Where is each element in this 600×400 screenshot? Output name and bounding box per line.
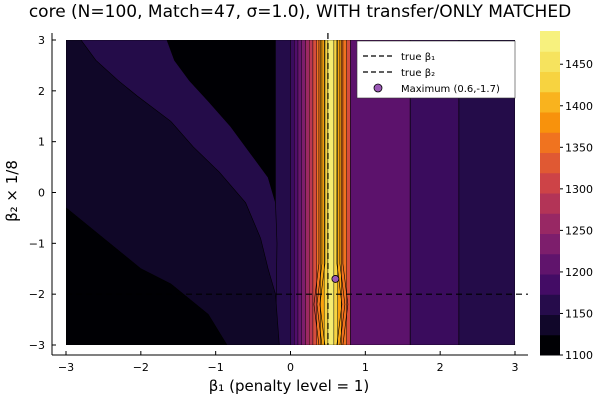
colorbar-tick-label: 1300 [565,183,593,196]
colorbar-level-0 [540,334,560,356]
colorbar-level-2 [540,294,560,315]
contour-band-6 [305,40,310,345]
x-tick-label: −3 [58,361,74,374]
colorbar-level-8 [540,172,560,194]
contour-line-5 [342,40,349,345]
contour-band-12 [327,40,335,345]
x-tick-label: −1 [208,361,224,374]
colorbar-tick-label: 1400 [565,100,593,113]
contour-band-7 [309,40,314,345]
y-axis-title: β₂ × 1/8 [3,160,21,222]
x-tick-label: 2 [437,361,444,374]
contour-band-2 [290,40,295,345]
colorbar-level-15 [540,31,560,52]
colorbar-level-6 [540,213,560,234]
colorbar-level-14 [540,51,560,72]
y-tick-label: 0 [38,187,45,200]
y-tick-label: 2 [38,85,45,98]
colorbar-tick-label: 1100 [565,349,593,362]
colorbar-level-10 [540,132,560,153]
colorbar-level-4 [540,253,560,275]
colorbar-level-3 [540,274,560,295]
colorbar-tick-label: 1150 [565,307,593,320]
colorbar: 1100 1150 1200 1250 1300 1350 1400 1450 [540,31,593,362]
colorbar-level-11 [540,112,560,133]
contour-band-4 [297,40,302,345]
colorbar-tick-label: 1350 [565,141,593,154]
maximum-marker [331,275,340,283]
legend-maximum-marker [373,83,383,93]
colorbar-level-9 [540,152,560,174]
legend-label-true-beta1: true β₁ [401,52,435,63]
colorbar-tick-label: 1200 [565,266,593,279]
y-tick-label: −2 [29,288,45,301]
contour-line-0 [313,40,320,345]
colorbar-tick-label: 1450 [565,58,593,71]
contour-band-14 [337,40,342,345]
chart-title: core (N=100, Match=47, σ=1.0), WITH tran… [29,2,571,22]
contour-band-3 [294,40,299,345]
colorbar-tick-label: 1250 [565,224,593,237]
contour-region-4 [409,40,460,345]
axes: −3 −2 −1 0 1 2 3 −3 −2 −1 0 1 2 3 [29,33,528,374]
colorbar-level-5 [540,233,560,255]
contour-region-5 [458,40,515,345]
legend: true β₁ true β₂ Maximum (0.6,-1.7) [356,40,516,99]
contour-band-5 [301,40,306,345]
contour-band-1 [275,40,291,345]
contour-band-10 [320,40,325,345]
legend-label-true-beta2: true β₂ [401,68,435,79]
contour-region-2 [66,207,228,345]
y-tick-label: −3 [29,339,45,352]
x-tick-label: −2 [133,361,149,374]
legend-label-maximum: Maximum (0.6,-1.7) [401,84,500,95]
x-axis-title: β₁ (penalty level = 1) [209,377,370,395]
y-tick-label: 3 [38,34,45,47]
colorbar-level-7 [540,193,560,214]
y-tick-label: 1 [38,136,45,149]
contour-line-3 [336,40,343,345]
contour-line-1 [316,40,323,345]
contour-line-4 [339,40,346,345]
y-tick-label: −1 [29,237,45,250]
contour-region-3 [350,40,411,345]
contour-line-2 [319,40,326,345]
x-tick-label: 3 [512,361,519,374]
colorbar-level-12 [540,91,560,113]
colorbar-level-13 [540,71,560,93]
legend-box [356,40,516,99]
colorbar-level-1 [540,314,560,336]
x-tick-label: 1 [362,361,369,374]
x-tick-label: 0 [287,361,294,374]
